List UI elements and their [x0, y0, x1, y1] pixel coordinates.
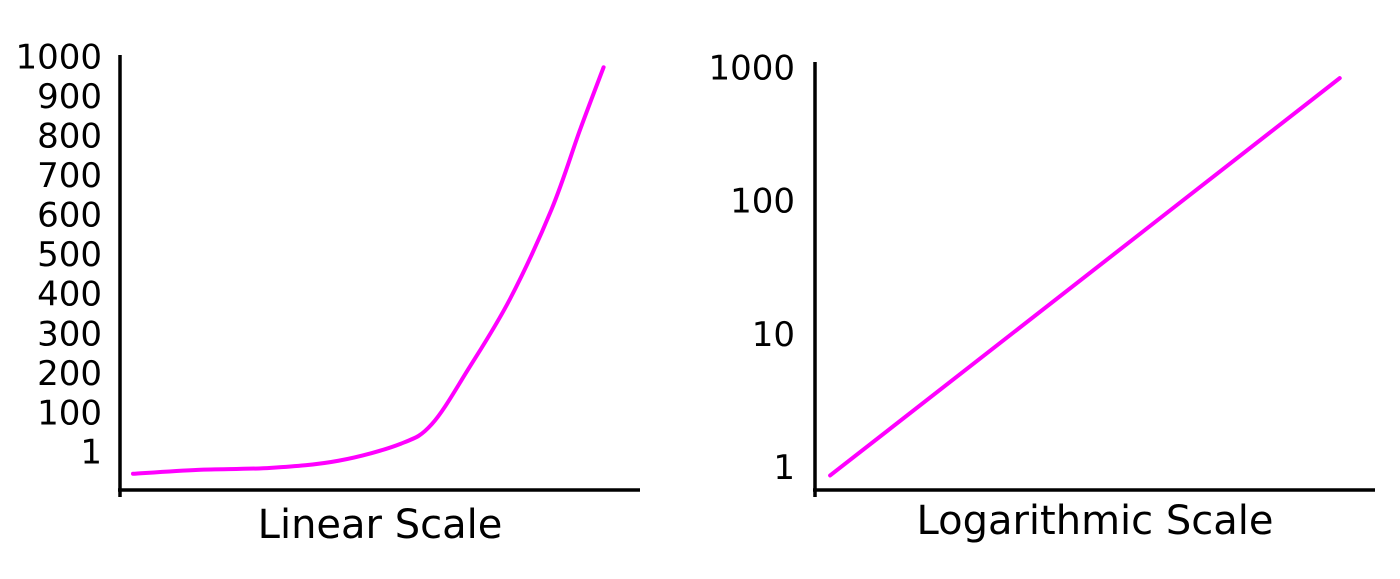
y-tick-label: 1: [773, 448, 795, 488]
y-tick-label: 100: [730, 182, 795, 222]
y-tick-label: 10: [752, 315, 795, 355]
y-tick-label: 700: [37, 156, 102, 196]
data-line: [131, 65, 606, 476]
y-tick-label: 400: [37, 275, 102, 315]
y-tick-label: 200: [37, 354, 102, 394]
x-axis-label: Linear Scale: [258, 502, 503, 548]
y-tick-label: 900: [37, 77, 102, 117]
axes: [118, 55, 640, 497]
y-tick-label: 300: [37, 314, 102, 354]
axes: [813, 62, 1375, 497]
x-axis-label: Logarithmic Scale: [917, 498, 1274, 544]
y-tick-label: 800: [37, 117, 102, 157]
y-tick-label: 1: [80, 433, 102, 473]
y-tick-label: 500: [37, 235, 102, 275]
y-tick-label: 100: [37, 393, 102, 433]
data-line: [828, 76, 1342, 478]
y-tick-label: 600: [37, 196, 102, 236]
y-tick-label: 1000: [15, 37, 102, 77]
y-tick-label: 1000: [708, 49, 795, 89]
